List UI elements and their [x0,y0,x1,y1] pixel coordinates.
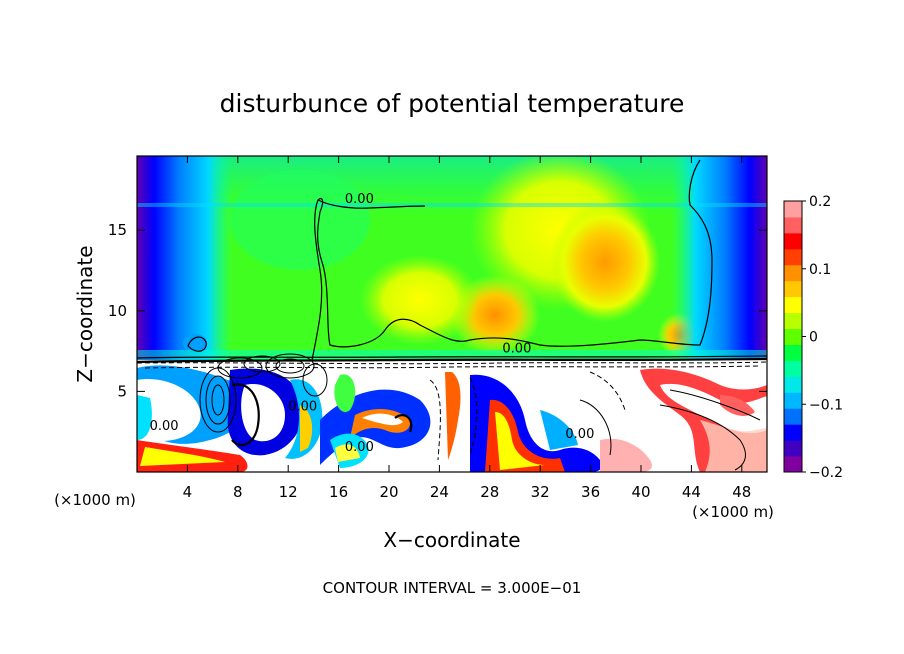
colorbar-segment [784,328,802,345]
colorbar-segment [784,312,802,330]
y-tick-label: 5 [117,382,127,400]
colorbar-segment [784,264,802,282]
colorbar-segment [784,456,802,473]
colorbar-segment [784,248,802,266]
x-unit-left: (×1000 m) [54,491,136,509]
colorbar-tick-label: 0 [809,330,818,346]
colorbar-segment [784,216,802,234]
x-axis-label: X−coordinate [383,528,520,552]
colorbar-segment [784,232,802,250]
colorbar-segment [784,408,802,425]
chart-title: disturbunce of potential temperature [220,89,685,118]
x-tick-label: 40 [631,483,650,501]
x-tick-label: 28 [480,483,499,501]
colorbar-segment [784,344,802,361]
colorbar-segment [784,424,802,441]
colorbar-segment [784,280,802,298]
contour-label: 0.00 [345,440,374,455]
colorbar-tick-label: −0.2 [809,465,843,481]
x-tick-label: 36 [581,483,600,501]
colorbar-tick-label: 0.2 [809,194,831,210]
colorbar-tick-label: −0.1 [809,397,843,413]
colorbar-segment [784,392,802,409]
x-tick-label: 20 [379,483,398,501]
x-tick-label: 32 [531,483,550,501]
y-tick-label: 10 [108,302,127,320]
x-tick-label: 12 [279,483,298,501]
x-tick-label: 48 [732,483,751,501]
colorbar-segment [784,440,802,457]
x-tick-label: 24 [430,483,449,501]
x-tick-label: 8 [233,483,243,501]
y-tick-label: 15 [108,221,127,239]
plot-frame [136,155,768,473]
contour-interval-note: CONTOUR INTERVAL = 3.000E−01 [323,579,582,597]
x-unit-right: (×1000 m) [692,503,774,521]
colorbar-tick-label: 0.1 [809,262,831,278]
colorbar: 0.2 0.1 0 −0.1 −0.2 [783,194,843,481]
x-tick-label: 44 [682,483,701,501]
colorbar-segment [784,376,802,393]
contour-label: 0.00 [502,342,531,357]
y-axis-label: Z−coordinate [73,245,97,382]
colorbar-segment [784,360,802,377]
contour-label: 0.00 [565,427,594,442]
contour-label: 0.00 [345,192,374,207]
colorbar-segment [784,201,802,218]
x-tick-label: 4 [183,483,193,501]
colorbar-segment [784,296,802,314]
contour-label: 0.00 [288,400,317,415]
x-tick-label: 16 [329,483,348,501]
contour-label: 0.00 [150,419,179,434]
heatmap-field: 0.00 0.00 0.00 0.00 0.00 0.00 [137,156,767,472]
